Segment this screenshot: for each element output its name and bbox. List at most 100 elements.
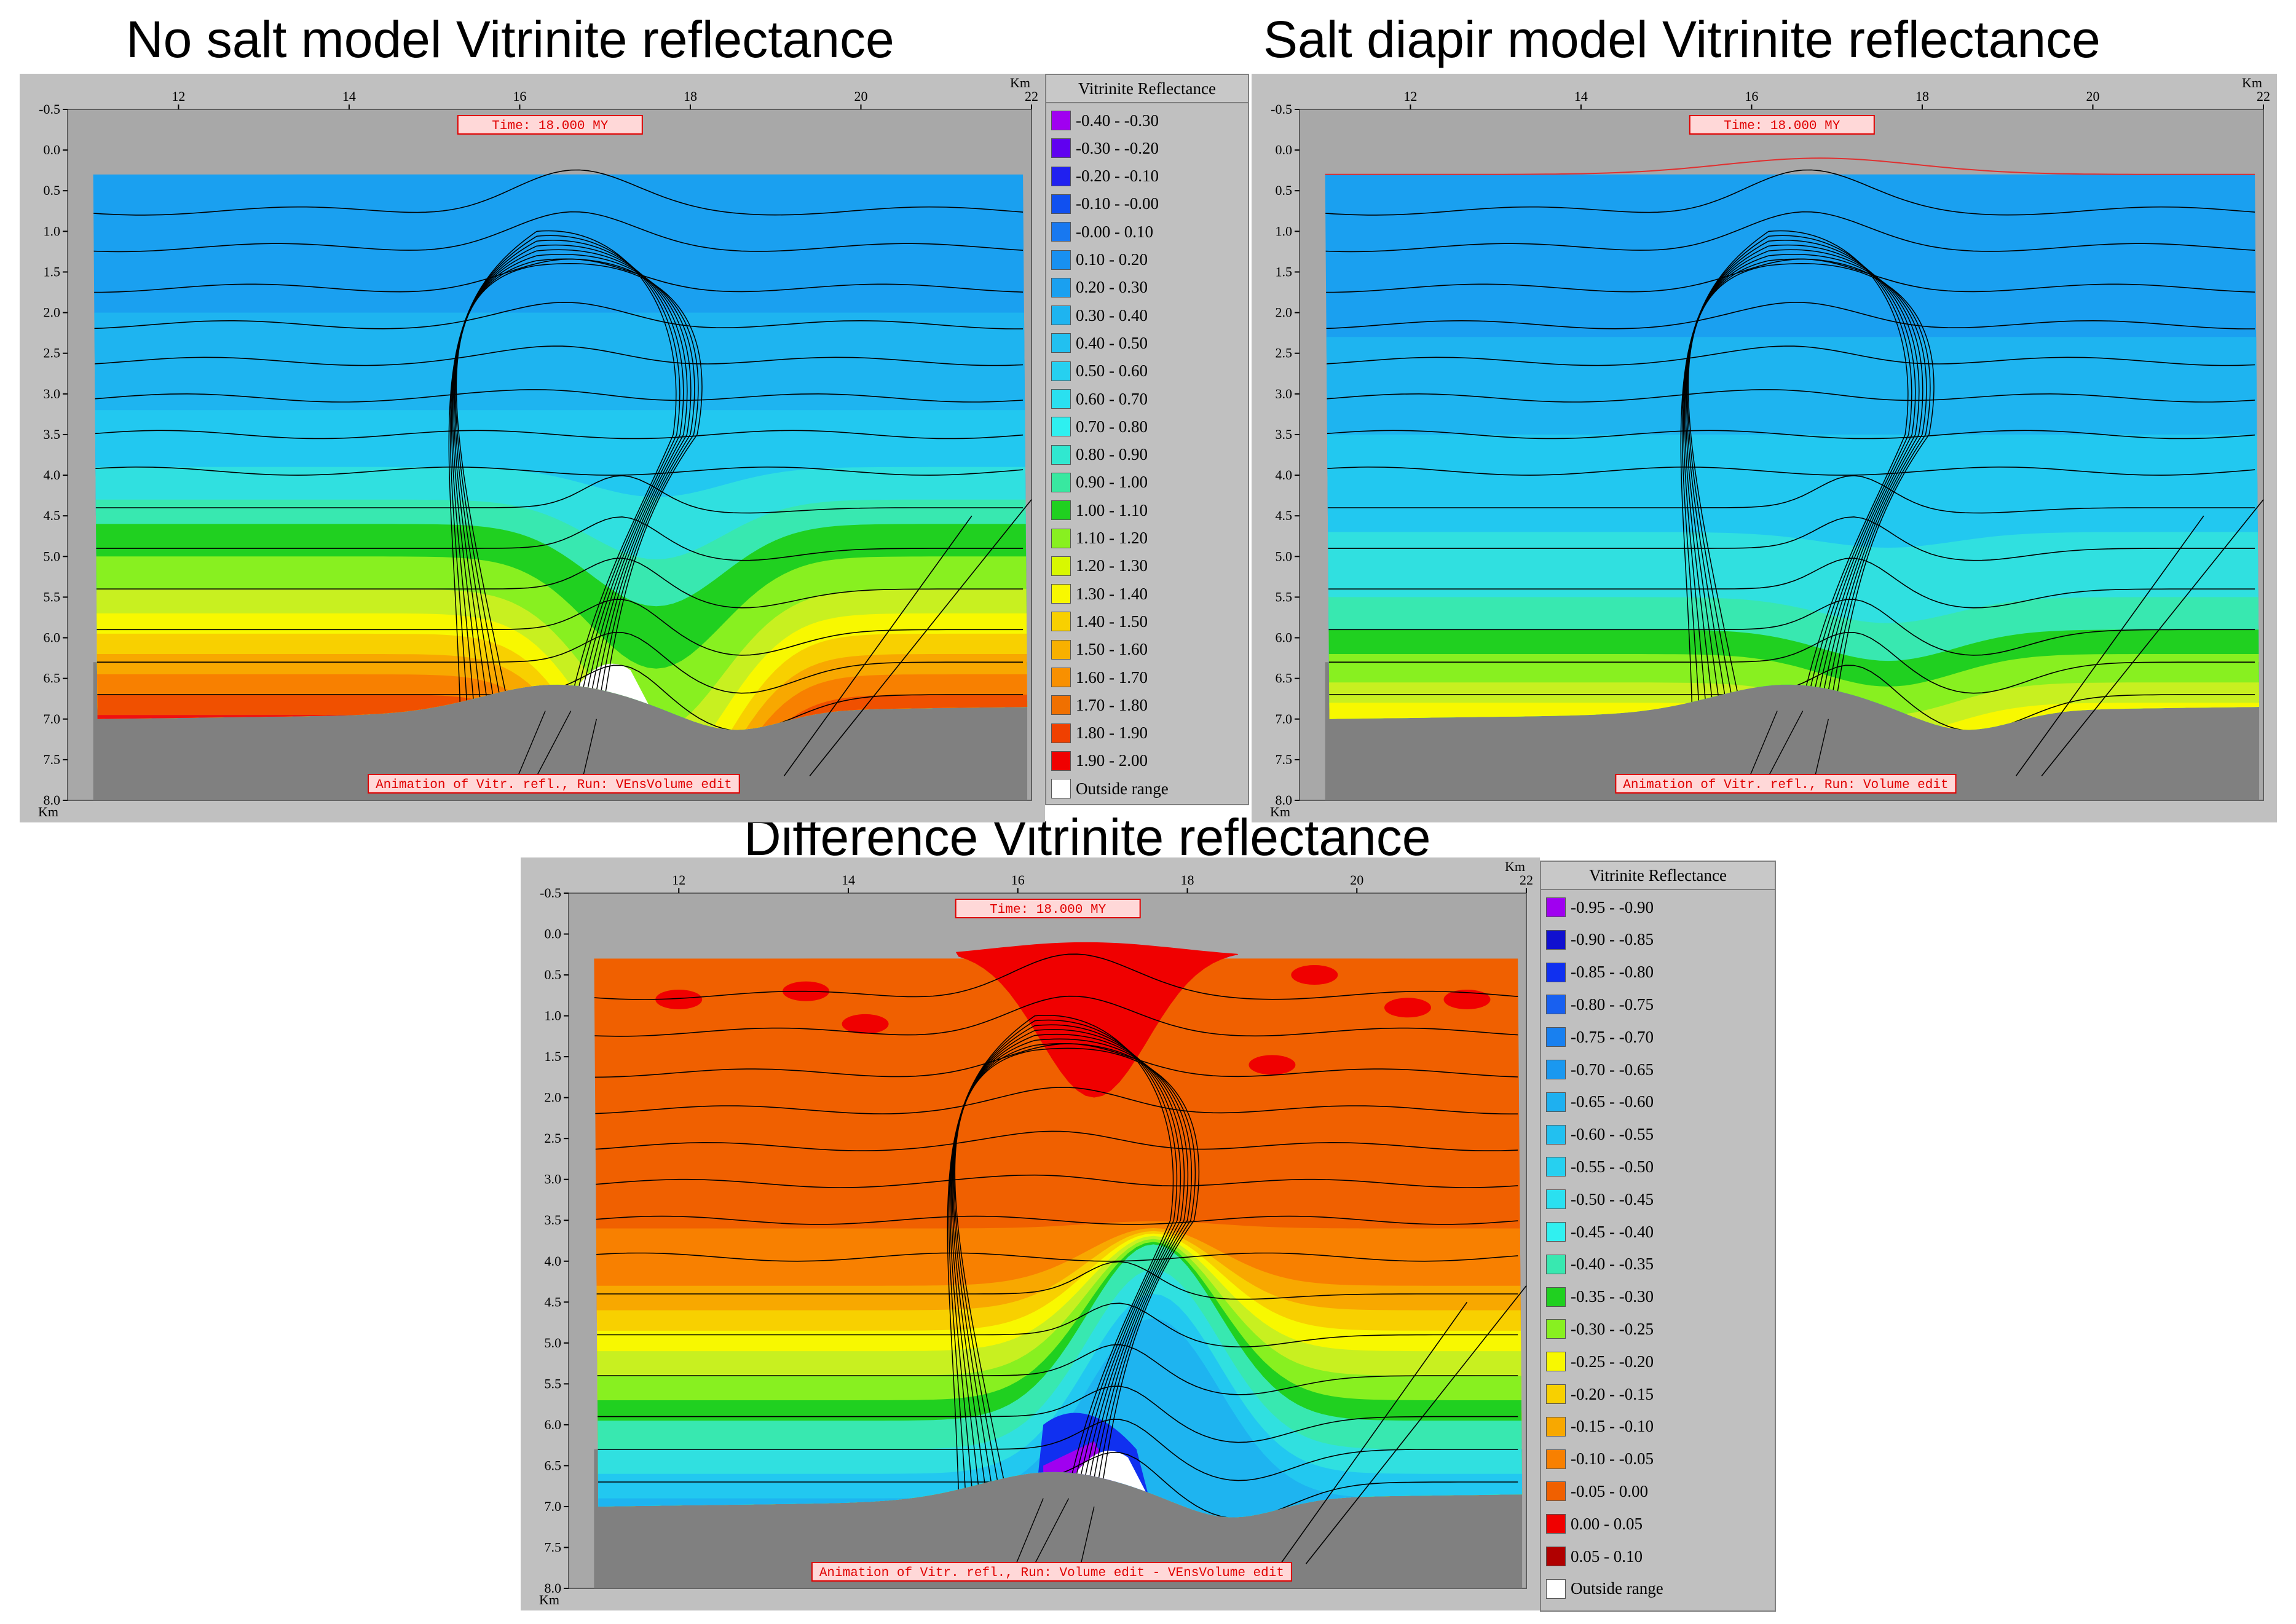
legend-item: -0.00 - 0.10 xyxy=(1051,219,1153,244)
legend-label: -0.85 - -0.80 xyxy=(1571,963,1654,982)
y-tick-label: 6.5 xyxy=(1276,671,1293,686)
horizon-line xyxy=(93,345,1024,366)
horizon-line xyxy=(93,466,1024,476)
horizon-line xyxy=(1325,631,2255,694)
legend-item: 1.30 - 1.40 xyxy=(1051,581,1148,606)
x-tick-label: 22 xyxy=(1520,872,1533,888)
y-tick-label: 2.5 xyxy=(44,345,61,361)
legend-item: -0.15 - -0.10 xyxy=(1546,1414,1654,1439)
diapir-line xyxy=(954,1047,1200,1518)
legend-item: 0.00 - 0.05 xyxy=(1546,1512,1643,1536)
legend-item: -0.80 - -0.75 xyxy=(1546,992,1654,1017)
legend-swatch xyxy=(1051,305,1071,326)
y-tick-label: 1.0 xyxy=(545,1008,562,1023)
y-tick-label: 7.0 xyxy=(1276,711,1293,727)
y-tick-label: -0.5 xyxy=(39,101,60,117)
legend-swatch xyxy=(1546,1449,1566,1469)
legend-item: -0.65 - -0.60 xyxy=(1546,1090,1654,1114)
legend-top: Vitrinite Reflectance -0.40 - -0.30 -0.30… xyxy=(1045,74,1249,805)
top-surface-line xyxy=(1325,157,2255,175)
legend-swatch xyxy=(1546,1189,1566,1210)
legend-item: -0.35 - -0.30 xyxy=(1546,1285,1654,1309)
vr-anomaly-patch xyxy=(655,989,703,1009)
y-tick-label: 0.5 xyxy=(1276,183,1293,198)
legend-item: 0.10 - 0.20 xyxy=(1051,248,1148,272)
legend-swatch xyxy=(1546,1060,1566,1079)
legend-item: 0.20 - 0.30 xyxy=(1051,275,1148,300)
diapir-line xyxy=(1687,258,1931,730)
legend-item: -0.05 - 0.00 xyxy=(1546,1479,1648,1504)
legend-item: -0.10 - -0.00 xyxy=(1051,192,1159,216)
plot-no-salt: 12 14 16 18 20 22Km-0.50.00.51.01.52.02.53.03… xyxy=(38,75,1038,819)
legend-swatch xyxy=(1546,1514,1566,1534)
legend-swatch xyxy=(1546,1481,1566,1502)
legend-label: -0.55 - -0.50 xyxy=(1571,1157,1654,1176)
horizon-line xyxy=(594,1087,1518,1114)
fault-line xyxy=(1305,1285,1527,1564)
legend-item: -0.20 - -0.10 xyxy=(1051,164,1159,189)
x-tick-label: 14 xyxy=(1574,89,1588,104)
diapir-line xyxy=(456,263,703,730)
legend-item: 0.60 - 0.70 xyxy=(1051,387,1148,411)
horizon-line xyxy=(93,169,1024,216)
legend-swatch xyxy=(1546,929,1566,950)
y-tick-label: 6.0 xyxy=(545,1417,562,1432)
panel-no-salt: 12 14 16 18 20 22 Km -0.5 0.0 0.5 1.0 1.5 2.0 2.5 3.0 3… xyxy=(20,74,1045,822)
plot-salt-diapir: 12 14 16 18 20 22Km-0.50.00.51.01.52.02.53.03… xyxy=(1270,75,2270,819)
plot-difference: 12 14 16 18 20 22Km-0.50.00.51.01.52.02.53.03… xyxy=(539,859,1533,1607)
legend-swatch xyxy=(1546,897,1566,917)
legend-item: 1.20 - 1.30 xyxy=(1051,554,1148,578)
legend-label: -0.20 - -0.10 xyxy=(1076,167,1159,186)
y-tick-label: 1.0 xyxy=(1276,223,1293,238)
y-tick-label: 2.0 xyxy=(44,305,61,320)
caption-box xyxy=(1615,774,1957,794)
horizon-line xyxy=(594,1419,1518,1481)
fault-line xyxy=(809,499,1032,776)
fault-line xyxy=(2041,499,2264,776)
x-tick-label: 14 xyxy=(842,872,855,888)
horizon-line xyxy=(1325,516,2255,561)
x-unit-label: Km xyxy=(2242,75,2262,90)
diapir-line xyxy=(455,258,699,730)
legend-label: -0.05 - 0.00 xyxy=(1571,1481,1648,1500)
horizon-line xyxy=(1325,345,2255,366)
legend-label: 0.50 - 0.60 xyxy=(1076,361,1148,380)
horizon-line xyxy=(594,1174,1518,1188)
horizon-line xyxy=(594,1261,1518,1300)
legend-item: -0.25 - -0.20 xyxy=(1546,1349,1654,1374)
legend-label: 1.40 - 1.50 xyxy=(1076,612,1148,631)
y-tick-label: -0.5 xyxy=(1271,101,1292,117)
caption-label: Animation of Vitr. refl., Run: Volume ed… xyxy=(1623,778,1948,792)
y-tick-label: 4.0 xyxy=(1276,467,1293,483)
legend-label: 0.00 - 0.05 xyxy=(1571,1514,1643,1533)
legend-item: 0.90 - 1.00 xyxy=(1051,470,1148,495)
legend-label: -0.10 - -0.00 xyxy=(1076,194,1159,213)
horizon-line xyxy=(1325,599,2255,656)
y-unit-label: Km xyxy=(38,804,58,819)
legend-label: 0.40 - 0.50 xyxy=(1076,333,1148,352)
vr-anomaly-patch xyxy=(1384,998,1431,1018)
horizon-line xyxy=(594,995,1518,1037)
legend-item: 1.80 - 1.90 xyxy=(1051,721,1148,746)
legend-label: -0.40 - -0.35 xyxy=(1571,1255,1654,1274)
diapir-line xyxy=(950,1029,1185,1518)
horizon-line xyxy=(594,1130,1518,1151)
y-tick-label: 4.0 xyxy=(44,467,61,483)
horizon-line xyxy=(594,1303,1518,1348)
legend-label: 0.30 - 0.40 xyxy=(1076,305,1148,325)
x-tick-label: 20 xyxy=(854,89,867,104)
diapir-line xyxy=(452,245,688,730)
y-unit-label: Km xyxy=(1270,804,1290,819)
horizons xyxy=(1325,169,2255,730)
y-tick-label: 2.5 xyxy=(1276,345,1293,361)
diapir-line xyxy=(952,1038,1193,1518)
y-tick-label: 0.0 xyxy=(1276,142,1293,157)
horizon-line xyxy=(93,516,1024,561)
legend-label: 1.00 - 1.10 xyxy=(1076,500,1148,519)
horizon-line xyxy=(93,430,1024,440)
legend-swatch xyxy=(1546,1092,1566,1112)
legend-item: -0.30 - -0.25 xyxy=(1546,1317,1654,1341)
legend-top-title: Vitrinite Reflectance xyxy=(1046,75,1248,103)
legend-swatch xyxy=(1051,612,1071,632)
legend-item: -0.55 - -0.50 xyxy=(1546,1154,1654,1179)
